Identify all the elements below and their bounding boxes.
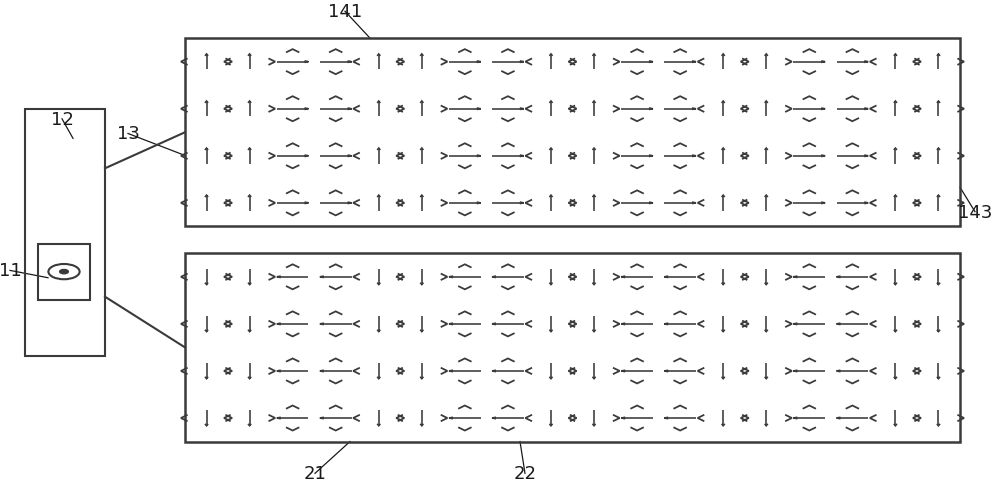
Text: 141: 141 xyxy=(328,3,362,21)
Text: 21: 21 xyxy=(304,465,326,482)
Circle shape xyxy=(60,270,68,274)
Bar xyxy=(38,244,90,300)
Text: 143: 143 xyxy=(958,203,992,221)
Bar xyxy=(25,110,105,356)
Text: 11: 11 xyxy=(0,262,21,280)
Text: 12: 12 xyxy=(51,111,73,128)
Bar xyxy=(185,39,960,227)
Bar xyxy=(185,254,960,442)
Text: 22: 22 xyxy=(514,465,536,482)
Text: 13: 13 xyxy=(117,125,139,143)
